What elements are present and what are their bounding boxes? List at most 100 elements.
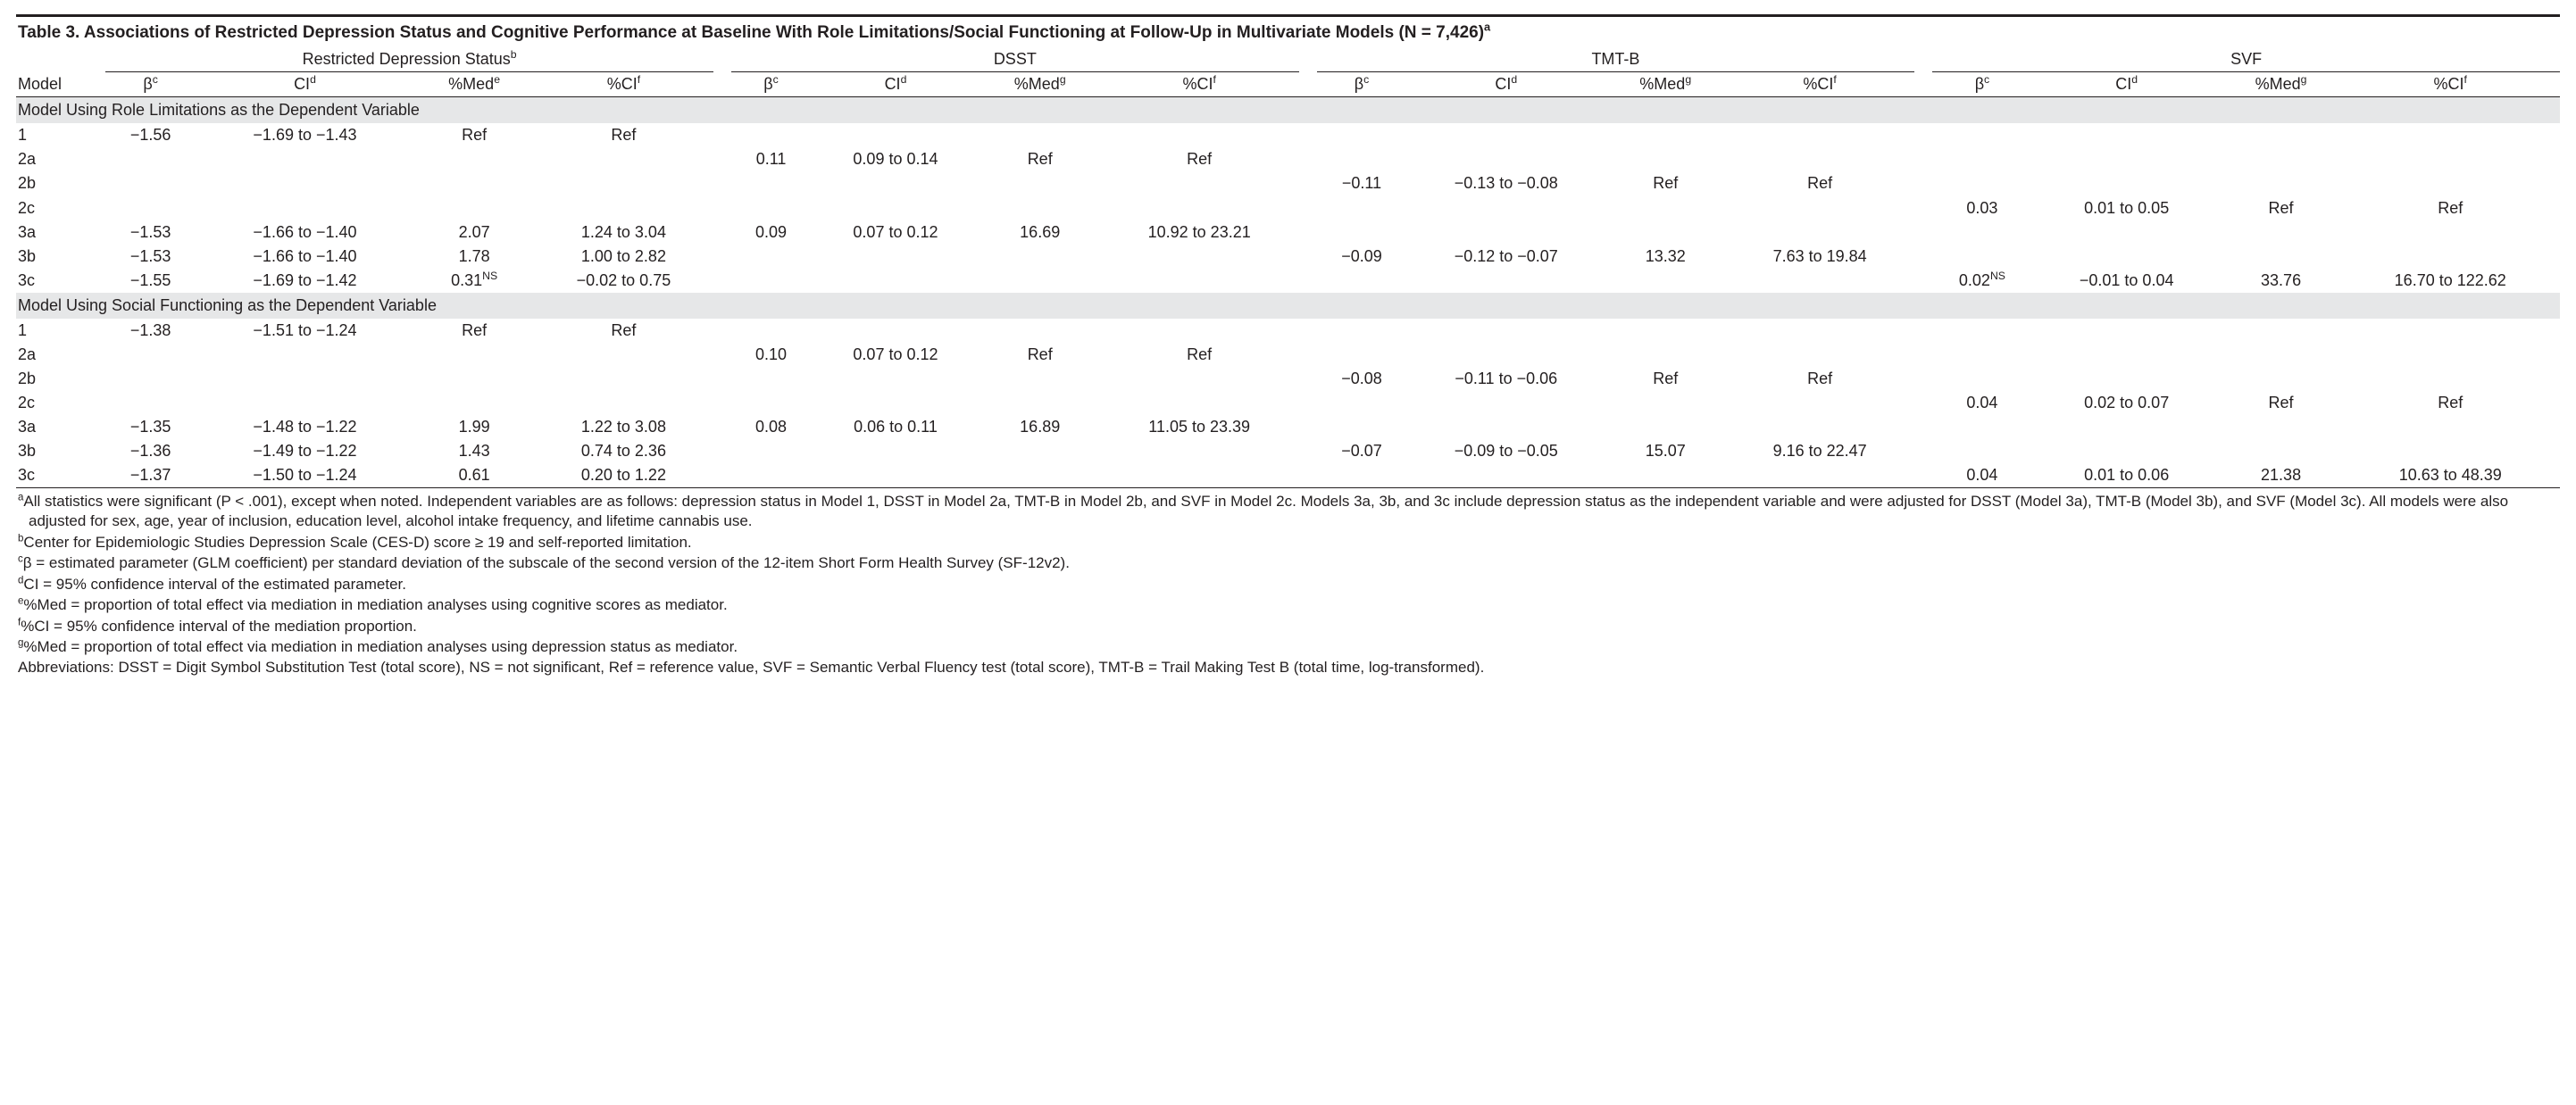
table-cell: Ref bbox=[2222, 391, 2341, 415]
table-cell bbox=[414, 367, 534, 391]
table-cell: Ref bbox=[2222, 196, 2341, 220]
group-header-row: Restricted Depression Statusb DSST TMT-B… bbox=[16, 47, 2560, 72]
table-cell bbox=[534, 171, 713, 195]
table-cell bbox=[2222, 343, 2341, 367]
table-cell bbox=[1406, 319, 1605, 343]
table-cell: −0.09 bbox=[1317, 245, 1406, 269]
table-cell bbox=[731, 463, 811, 487]
table-cell bbox=[534, 367, 713, 391]
table-cell bbox=[713, 245, 731, 269]
table-cell: Ref bbox=[414, 319, 534, 343]
footnotes: aAll statistics were significant (P < .0… bbox=[16, 488, 2560, 678]
table-cell bbox=[1605, 463, 1725, 487]
table-cell: 3a bbox=[16, 415, 105, 439]
table-cell: 0.04 bbox=[1932, 391, 2032, 415]
table-row: 2a0.100.07 to 0.12RefRef bbox=[16, 343, 2560, 367]
table-cell bbox=[1299, 367, 1317, 391]
table-cell: 0.11 bbox=[731, 147, 811, 171]
table-cell bbox=[2032, 343, 2222, 367]
table-cell bbox=[713, 147, 731, 171]
table-row: 3b−1.36−1.49 to −1.221.430.74 to 2.36−0.… bbox=[16, 439, 2560, 463]
table-cell bbox=[1605, 269, 1725, 293]
table-cell bbox=[811, 269, 980, 293]
table-cell: Ref bbox=[534, 319, 713, 343]
col-ci: CId bbox=[811, 72, 980, 97]
table-cell bbox=[1299, 196, 1317, 220]
table-cell bbox=[196, 391, 414, 415]
table-cell bbox=[713, 220, 731, 245]
table-cell bbox=[2032, 147, 2222, 171]
table-cell bbox=[2340, 220, 2560, 245]
table-cell bbox=[1100, 171, 1299, 195]
table-cell bbox=[2032, 367, 2222, 391]
table-row: 3c−1.37−1.50 to −1.240.610.20 to 1.220.0… bbox=[16, 463, 2560, 487]
table-cell bbox=[414, 171, 534, 195]
table-cell bbox=[2340, 439, 2560, 463]
table-cell bbox=[2032, 123, 2222, 147]
col-beta: βc bbox=[1317, 72, 1406, 97]
col-beta: βc bbox=[105, 72, 195, 97]
table-cell bbox=[1317, 463, 1406, 487]
table-cell: 0.09 bbox=[731, 220, 811, 245]
table-cell bbox=[1299, 147, 1317, 171]
table-cell bbox=[1932, 147, 2032, 171]
table-cell bbox=[1406, 463, 1605, 487]
table-cell: Ref bbox=[534, 123, 713, 147]
table-cell bbox=[1725, 391, 1914, 415]
table-cell: Ref bbox=[980, 147, 1100, 171]
table-cell bbox=[196, 196, 414, 220]
col-pmed: %Medg bbox=[2222, 72, 2341, 97]
table-cell: 2c bbox=[16, 391, 105, 415]
table-cell: −0.12 to −0.07 bbox=[1406, 245, 1605, 269]
table-cell bbox=[1725, 220, 1914, 245]
table-cell: 1.00 to 2.82 bbox=[534, 245, 713, 269]
table-cell bbox=[1406, 147, 1605, 171]
table-cell: 2.07 bbox=[414, 220, 534, 245]
table-row: 2a0.110.09 to 0.14RefRef bbox=[16, 147, 2560, 171]
col-pci: %CIf bbox=[1725, 72, 1914, 97]
table-cell: 21.38 bbox=[2222, 463, 2341, 487]
table-cell bbox=[196, 343, 414, 367]
table-cell: −1.55 bbox=[105, 269, 195, 293]
table-cell bbox=[731, 171, 811, 195]
table-cell: Ref bbox=[1605, 171, 1725, 195]
table-cell: −1.66 to −1.40 bbox=[196, 220, 414, 245]
table-cell bbox=[731, 196, 811, 220]
table-cell bbox=[1299, 269, 1317, 293]
table-cell bbox=[1299, 343, 1317, 367]
table-cell bbox=[2222, 147, 2341, 171]
table-cell bbox=[1932, 367, 2032, 391]
table-cell: 1.22 to 3.08 bbox=[534, 415, 713, 439]
table-cell bbox=[980, 245, 1100, 269]
table-cell bbox=[1932, 439, 2032, 463]
table-cell bbox=[196, 367, 414, 391]
table-cell bbox=[1605, 220, 1725, 245]
table-row: 3b−1.53−1.66 to −1.401.781.00 to 2.82−0.… bbox=[16, 245, 2560, 269]
table-cell bbox=[1605, 147, 1725, 171]
table-cell: Ref bbox=[1100, 147, 1299, 171]
table-cell bbox=[2222, 220, 2341, 245]
table-cell bbox=[105, 171, 195, 195]
table-cell bbox=[105, 196, 195, 220]
table-cell bbox=[414, 196, 534, 220]
table-cell: 1.43 bbox=[414, 439, 534, 463]
table-cell bbox=[731, 123, 811, 147]
table-cell: 0.06 to 0.11 bbox=[811, 415, 980, 439]
table-cell bbox=[1605, 415, 1725, 439]
table-cell: 2a bbox=[16, 147, 105, 171]
table-cell bbox=[1914, 123, 1932, 147]
table-cell bbox=[2222, 415, 2341, 439]
section-header: Model Using Social Functioning as the De… bbox=[16, 293, 2560, 319]
table-cell bbox=[2340, 415, 2560, 439]
table-cell bbox=[713, 391, 731, 415]
table-cell: Ref bbox=[1605, 367, 1725, 391]
table-cell bbox=[1725, 196, 1914, 220]
table-cell: −1.53 bbox=[105, 220, 195, 245]
table-cell bbox=[1100, 367, 1299, 391]
table-cell bbox=[105, 367, 195, 391]
table-cell: −1.49 to −1.22 bbox=[196, 439, 414, 463]
table-cell bbox=[731, 269, 811, 293]
table-cell bbox=[2340, 319, 2560, 343]
table-cell bbox=[980, 123, 1100, 147]
table-cell bbox=[2340, 367, 2560, 391]
